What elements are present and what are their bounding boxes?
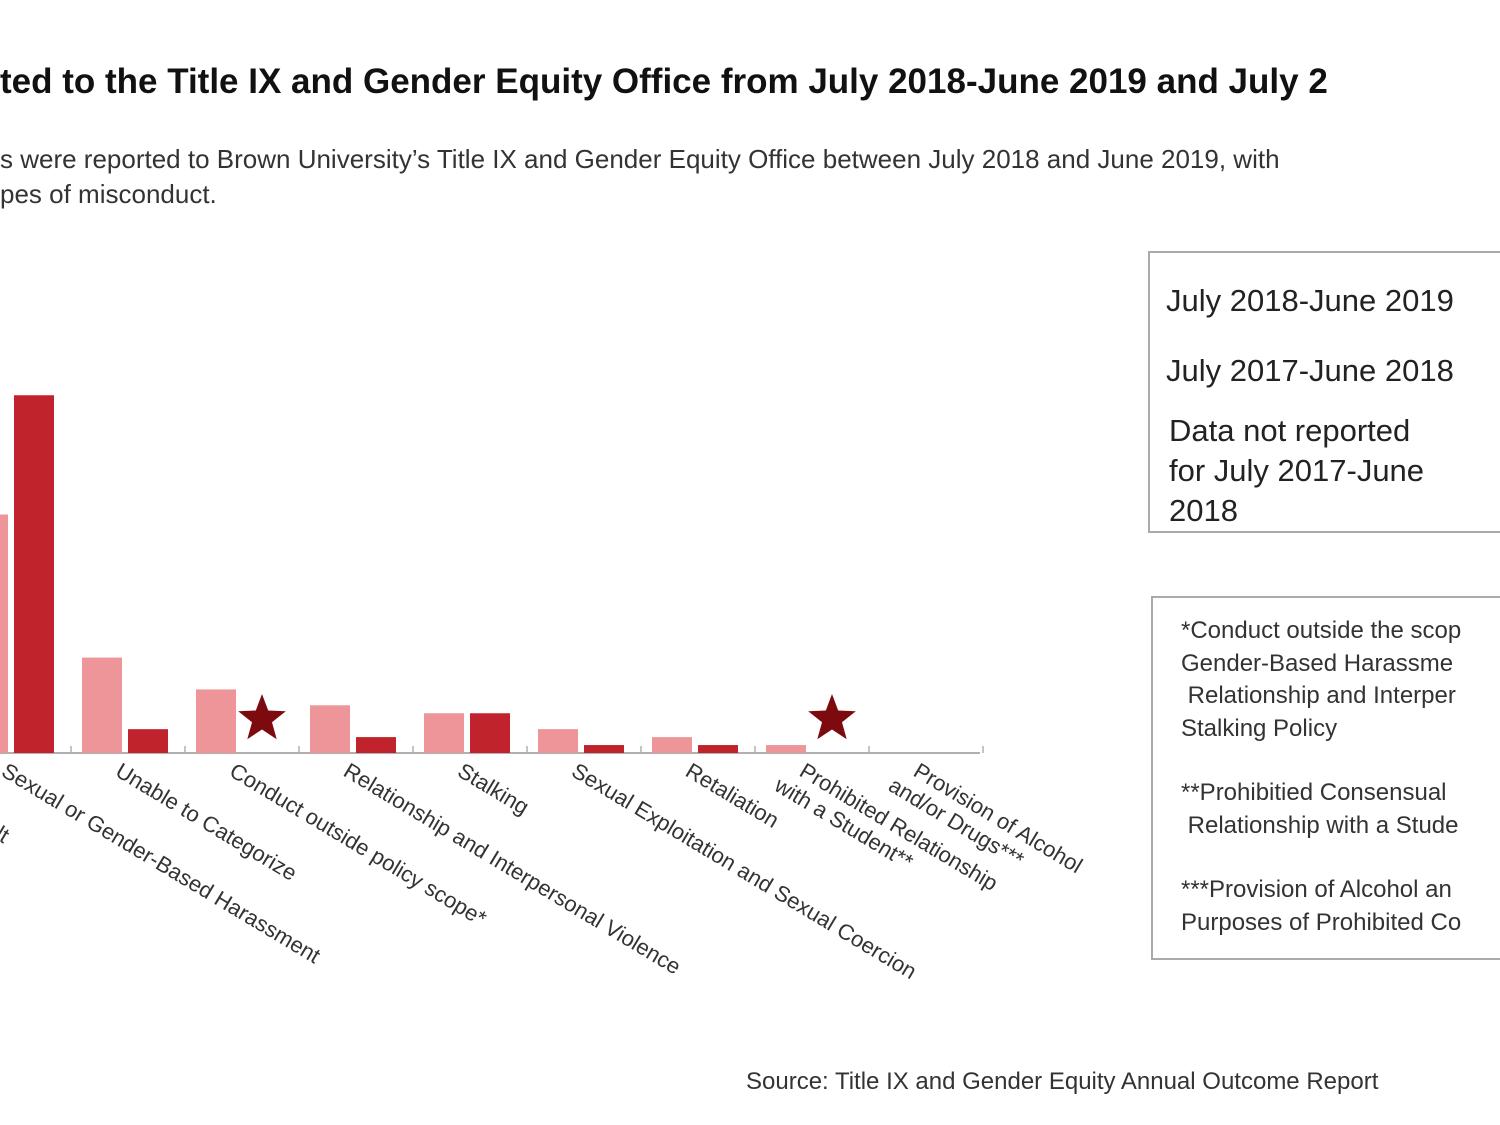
bar-dark — [356, 737, 396, 753]
bar-light — [766, 745, 806, 753]
bar-chart: Sexual or Gender-Based HarassmentUnable … — [0, 395, 1087, 984]
bar-dark — [698, 745, 738, 753]
x-tick-label-line: Retaliation — [681, 758, 783, 833]
chart-title: ted to the Title IX and Gender Equity Of… — [0, 62, 1328, 101]
legend: July 2018-June 2019 July 2017-June 2018 … — [1148, 251, 1500, 533]
bar-dark — [584, 745, 624, 753]
source-note: Source: Title IX and Gender Equity Annua… — [746, 1068, 1379, 1095]
x-tick-label-partial: lt — [0, 821, 14, 848]
bar-light — [82, 657, 122, 753]
bar-light — [196, 689, 236, 753]
bar-light — [652, 737, 692, 753]
chart-subtitle-line-1: s were reported to Brown University’s Ti… — [0, 144, 1280, 174]
x-tick-label-line: Unable to Categorize — [111, 758, 301, 886]
bar-dark — [470, 713, 510, 753]
footnote-2: **Prohibitied Consensual Relationship wi… — [1181, 779, 1459, 839]
legend-not-reported-line-1: Data not reported — [1169, 413, 1411, 448]
bar-light — [310, 705, 350, 753]
x-tick-label: Unable to Categorize — [111, 758, 301, 886]
footnote-1: *Conduct outside the scop Gender-Based H… — [1181, 617, 1462, 742]
star-icon — [808, 694, 856, 740]
bar-light — [0, 514, 8, 753]
legend-item-2018-2019: July 2018-June 2019 — [1166, 283, 1454, 318]
x-tick-label-line: Stalking — [453, 758, 533, 820]
x-tick-label: Retaliation — [681, 758, 783, 833]
star-icon — [238, 694, 286, 740]
bar-light — [538, 729, 578, 753]
bar-light — [424, 713, 464, 753]
legend-not-reported-line-3: 2018 — [1169, 493, 1238, 528]
legend-not-reported-line-2: for July 2017-June — [1169, 453, 1425, 488]
bar-dark — [128, 729, 168, 753]
footnotes-box: *Conduct outside the scop Gender-Based H… — [1151, 596, 1500, 960]
x-tick-label: Stalking — [453, 758, 533, 820]
legend-item-2017-2018: July 2017-June 2018 — [1166, 353, 1454, 388]
bar-dark — [14, 395, 54, 753]
footnote-3: ***Provision of Alcohol an Purposes of P… — [1181, 876, 1462, 936]
chart-subtitle-line-2: pes of misconduct. — [0, 179, 217, 209]
